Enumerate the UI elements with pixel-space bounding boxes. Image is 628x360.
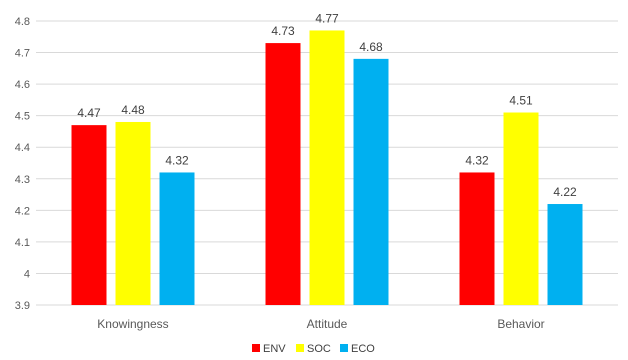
- data-label: 4.32: [465, 153, 489, 167]
- y-tick-label: 4.1: [15, 237, 30, 249]
- legend-label: ECO: [351, 343, 375, 355]
- bar-env-attitude: [265, 43, 301, 305]
- bar-eco-behavior: [547, 204, 583, 305]
- bar-eco-knowingness: [159, 172, 195, 305]
- legend-label: ENV: [263, 343, 286, 355]
- category-labels: Knowingness Attitude Behavior: [97, 317, 544, 331]
- data-label: 4.68: [359, 40, 383, 54]
- data-label: 4.32: [165, 153, 189, 167]
- bar-env-knowingness: [71, 125, 107, 305]
- data-label: 4.47: [77, 106, 101, 120]
- bars: [71, 30, 583, 305]
- data-label: 4.22: [553, 185, 577, 199]
- data-labels: 4.47 4.48 4.32 4.73 4.77 4.68 4.32 4.51 4.22: [77, 11, 577, 199]
- bar-eco-attitude: [353, 58, 389, 305]
- x-category-label: Knowingness: [97, 317, 168, 331]
- y-tick-label: 3.9: [15, 300, 30, 312]
- legend-swatch-soc: [296, 344, 304, 352]
- y-tick-label: 4.7: [15, 48, 30, 60]
- bar-soc-attitude: [309, 30, 345, 305]
- y-tick-label: 4.3: [15, 174, 30, 186]
- data-label: 4.48: [121, 103, 145, 117]
- y-axis-ticks: 3.9 4 4.1 4.2 4.3 4.4 4.5 4.6 4.7 4.8: [15, 16, 30, 312]
- x-category-label: Behavior: [497, 317, 544, 331]
- bar-soc-behavior: [503, 112, 539, 305]
- legend: ENV SOC ECO: [252, 343, 375, 355]
- data-label: 4.51: [509, 94, 533, 108]
- data-label: 4.77: [315, 11, 339, 25]
- x-category-label: Attitude: [307, 317, 348, 331]
- y-tick-label: 4: [24, 268, 30, 280]
- y-tick-label: 4.4: [15, 142, 30, 154]
- legend-swatch-eco: [340, 344, 348, 352]
- y-tick-label: 4.2: [15, 205, 30, 217]
- bar-soc-knowingness: [115, 121, 151, 305]
- y-tick-label: 4.6: [15, 79, 30, 91]
- y-tick-label: 4.5: [15, 111, 30, 123]
- legend-swatch-env: [252, 344, 260, 352]
- y-tick-label: 4.8: [15, 16, 30, 28]
- legend-label: SOC: [307, 343, 331, 355]
- bar-env-behavior: [459, 172, 495, 305]
- data-label: 4.73: [271, 24, 295, 38]
